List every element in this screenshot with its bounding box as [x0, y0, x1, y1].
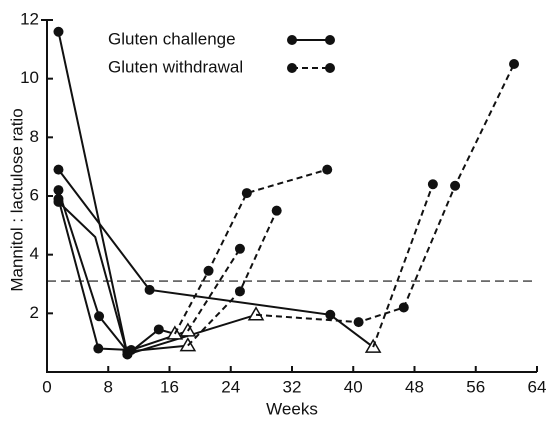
series-line	[187, 210, 278, 347]
x-tick-label: 56	[466, 377, 485, 396]
marker	[122, 349, 133, 360]
y-tick-label: 2	[30, 303, 39, 322]
x-tick-label: 0	[42, 377, 51, 396]
marker	[94, 311, 105, 322]
marker	[234, 243, 245, 254]
x-tick-label: 48	[405, 377, 424, 396]
series-line	[173, 168, 328, 335]
marker	[234, 286, 245, 297]
legend-marker	[287, 63, 297, 73]
y-tick-label: 10	[20, 68, 39, 87]
y-axis-label: Mannitol : lactulose ratio	[7, 108, 26, 291]
series-line	[57, 198, 189, 352]
legend-marker	[287, 35, 297, 45]
legend-label: Gluten withdrawal	[108, 57, 243, 76]
y-tick-label: 8	[30, 127, 39, 146]
marker	[271, 205, 282, 216]
y-tick-label: 6	[30, 185, 39, 204]
y-tick-label: 4	[30, 244, 39, 263]
x-tick-label: 8	[104, 377, 113, 396]
x-tick-label: 32	[283, 377, 302, 396]
marker	[398, 302, 409, 313]
x-tick-label: 40	[344, 377, 363, 396]
legend-marker	[325, 35, 335, 45]
legend-marker	[325, 63, 335, 73]
marker	[153, 324, 164, 335]
marker	[203, 265, 214, 276]
series-line	[372, 183, 434, 348]
marker	[450, 180, 461, 191]
marker	[353, 317, 364, 328]
x-tick-label: 64	[528, 377, 547, 396]
series-line	[57, 189, 188, 353]
series-line	[57, 168, 374, 348]
marker	[53, 185, 64, 196]
x-tick-label: 24	[221, 377, 240, 396]
marker	[53, 196, 64, 207]
x-axis-label: Weeks	[266, 399, 318, 418]
marker	[322, 164, 333, 175]
marker	[325, 309, 336, 320]
y-tick-label: 12	[20, 9, 39, 28]
legend-label: Gluten challenge	[108, 29, 236, 48]
marker	[144, 284, 155, 295]
marker	[93, 343, 104, 354]
series-line	[187, 248, 241, 332]
marker	[247, 306, 265, 321]
marker	[241, 188, 252, 199]
marker	[53, 26, 64, 37]
x-tick-label: 16	[160, 377, 179, 396]
series-line	[57, 31, 176, 357]
series-line	[255, 63, 515, 324]
marker	[53, 164, 64, 175]
marker	[509, 59, 520, 69]
marker	[427, 179, 438, 190]
